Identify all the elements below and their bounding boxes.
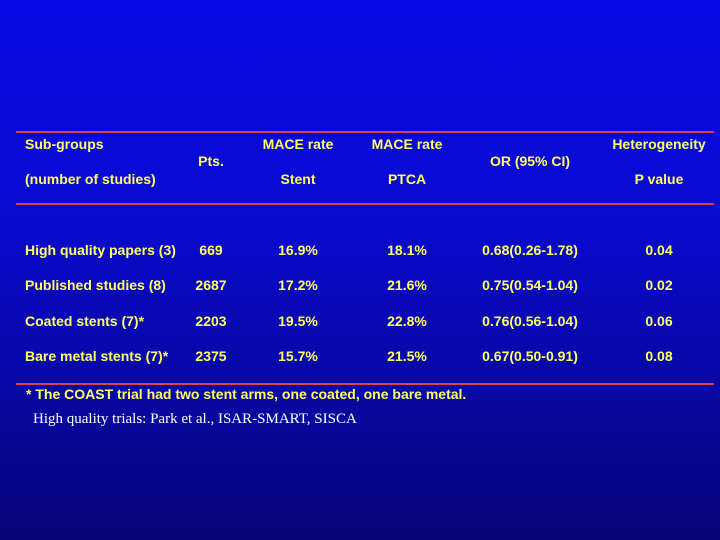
cell-subgroup: High quality papers (3) xyxy=(25,242,176,258)
header-mace-ptca: PTCA xyxy=(387,171,427,187)
header-mace-stent-rate: MACE rate xyxy=(262,136,334,152)
cell-pts: 669 xyxy=(199,242,223,258)
footnote: * The COAST trial had two stent arms, on… xyxy=(26,386,467,402)
header-pts: Pts. xyxy=(198,153,224,169)
cell-mace-stent: 19.5% xyxy=(278,313,318,329)
cell-p-value: 0.04 xyxy=(645,242,673,258)
cell-subgroup: Published studies (8) xyxy=(25,277,166,293)
table-bottom-rule xyxy=(16,383,714,385)
cell-or: 0.68(0.26-1.78) xyxy=(482,242,578,258)
cell-p-value: 0.06 xyxy=(645,313,673,329)
cell-mace-stent: 17.2% xyxy=(278,277,318,293)
cell-pts: 2687 xyxy=(195,277,227,293)
cell-or: 0.75(0.54-1.04) xyxy=(482,277,578,293)
cell-p-value: 0.02 xyxy=(645,277,673,293)
cell-pts: 2375 xyxy=(195,348,227,364)
cell-or: 0.67(0.50-0.91) xyxy=(482,348,578,364)
cell-mace-stent: 15.7% xyxy=(278,348,318,364)
header-number-of-studies: (number of studies) xyxy=(25,171,156,187)
cell-mace-ptca: 21.5% xyxy=(387,348,427,364)
header-mace-ptca-rate: MACE rate xyxy=(371,136,443,152)
header-bottom-rule xyxy=(16,203,714,205)
header-p-value: P value xyxy=(634,171,684,187)
header-mace-stent: Stent xyxy=(280,171,316,187)
cell-mace-ptca: 18.1% xyxy=(387,242,427,258)
header-heterogeneity: Heterogeneity xyxy=(612,136,706,152)
cell-mace-stent: 16.9% xyxy=(278,242,318,258)
cell-p-value: 0.08 xyxy=(645,348,673,364)
cell-subgroup: Bare metal stents (7)* xyxy=(25,348,169,364)
cell-mace-ptca: 22.8% xyxy=(387,313,427,329)
high-quality-trials-note: High quality trials: Park et al., ISAR-S… xyxy=(33,411,357,427)
table-top-rule xyxy=(16,131,714,133)
cell-mace-ptca: 21.6% xyxy=(387,277,427,293)
header-subgroups: Sub-groups xyxy=(25,136,104,152)
header-or: OR (95% CI) xyxy=(489,153,571,169)
cell-pts: 2203 xyxy=(195,313,227,329)
cell-or: 0.76(0.56-1.04) xyxy=(482,313,578,329)
cell-subgroup: Coated stents (7)* xyxy=(25,313,145,329)
